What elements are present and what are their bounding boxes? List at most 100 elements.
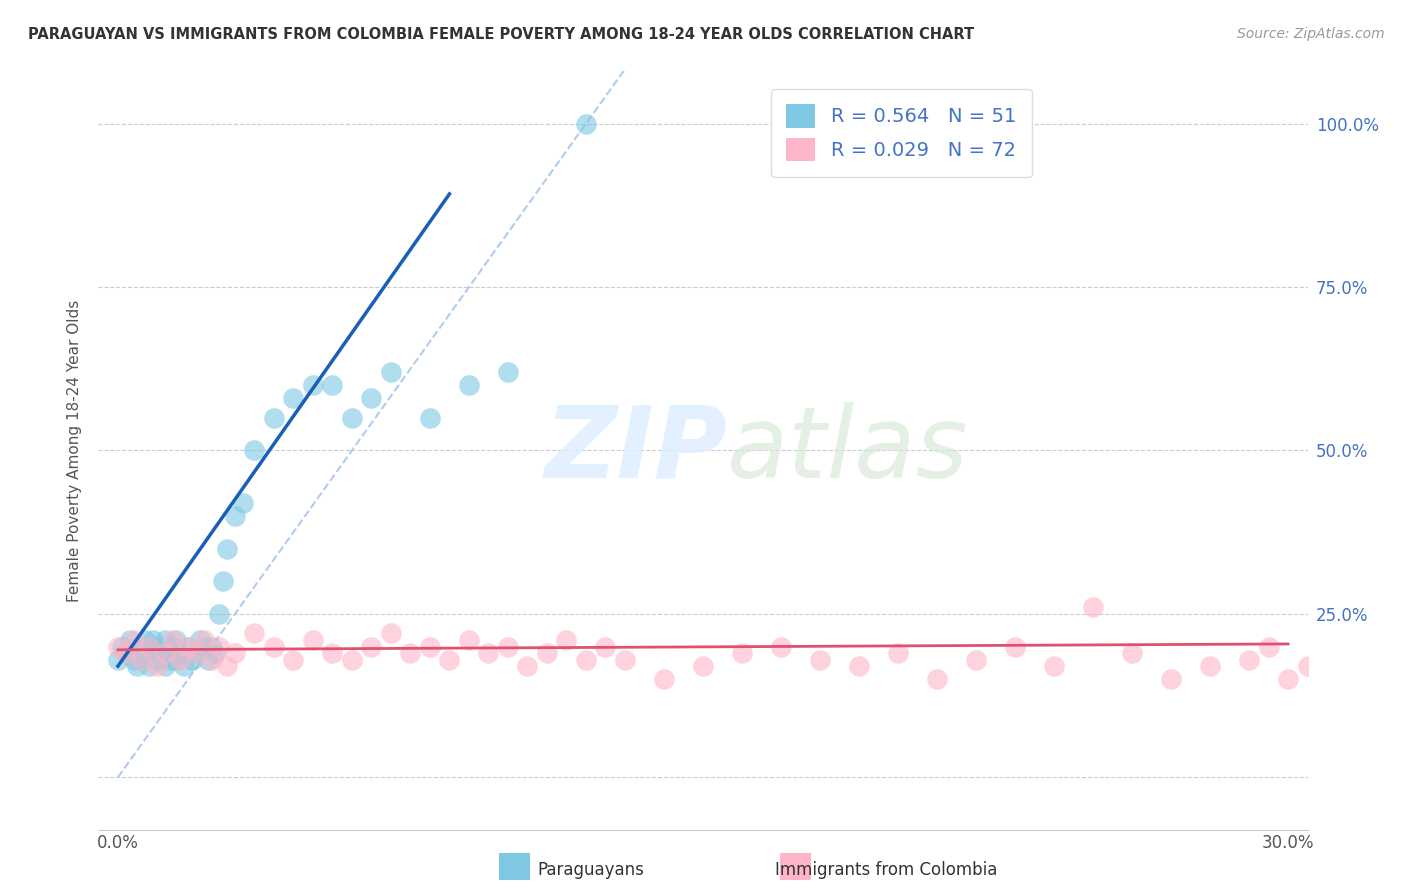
Point — [146, 659, 169, 673]
Point — [439, 652, 461, 666]
Point — [536, 646, 558, 660]
Point — [131, 652, 153, 666]
Point — [243, 626, 266, 640]
Point — [283, 652, 305, 666]
Point — [1043, 659, 1066, 673]
Point — [458, 378, 481, 392]
Point — [146, 640, 169, 654]
Point — [111, 640, 134, 654]
Point — [162, 633, 184, 648]
Point — [575, 117, 598, 131]
Point — [138, 659, 160, 673]
Text: atlas: atlas — [727, 402, 969, 499]
Point — [162, 640, 184, 654]
Point — [138, 640, 160, 654]
Point — [165, 652, 187, 666]
Point — [224, 508, 246, 523]
Point — [181, 652, 204, 666]
Point — [157, 652, 180, 666]
Point — [263, 640, 285, 654]
Point — [419, 410, 441, 425]
Point — [1199, 659, 1222, 673]
Point — [153, 646, 176, 660]
Point — [925, 672, 948, 686]
Point — [200, 652, 222, 666]
Y-axis label: Female Poverty Among 18-24 Year Olds: Female Poverty Among 18-24 Year Olds — [67, 300, 83, 601]
Point — [340, 652, 363, 666]
Point — [177, 640, 200, 654]
Point — [177, 640, 200, 654]
Point — [380, 365, 402, 379]
Text: Immigrants from Colombia: Immigrants from Colombia — [775, 861, 997, 879]
Point — [283, 391, 305, 405]
Point — [731, 646, 754, 660]
Point — [208, 640, 231, 654]
Point — [380, 626, 402, 640]
Point — [197, 652, 219, 666]
Point — [153, 633, 176, 648]
Point — [575, 652, 598, 666]
Point — [142, 633, 165, 648]
Point — [652, 672, 675, 686]
Point — [127, 659, 149, 673]
Point — [127, 646, 149, 660]
Point — [399, 646, 422, 660]
Point — [458, 633, 481, 648]
Point — [134, 646, 156, 660]
Point — [302, 378, 325, 392]
Point — [212, 574, 235, 589]
Point — [243, 443, 266, 458]
Point — [138, 640, 160, 654]
Point — [204, 646, 226, 660]
Point — [1355, 652, 1378, 666]
Point — [692, 659, 714, 673]
Point — [1277, 672, 1299, 686]
Point — [114, 646, 136, 660]
Point — [1257, 640, 1279, 654]
Point — [516, 659, 538, 673]
Point — [169, 652, 191, 666]
Point — [184, 646, 207, 660]
Point — [107, 640, 129, 654]
Point — [496, 640, 519, 654]
Point — [477, 646, 499, 660]
Text: PARAGUAYAN VS IMMIGRANTS FROM COLOMBIA FEMALE POVERTY AMONG 18-24 YEAR OLDS CORR: PARAGUAYAN VS IMMIGRANTS FROM COLOMBIA F… — [28, 27, 974, 42]
Point — [1374, 672, 1396, 686]
Point — [232, 496, 254, 510]
Point — [1160, 672, 1182, 686]
Point — [965, 652, 987, 666]
Point — [1336, 665, 1358, 680]
Point — [193, 640, 215, 654]
Point — [169, 646, 191, 660]
Point — [321, 378, 343, 392]
Point — [131, 640, 153, 654]
Point — [769, 640, 792, 654]
Point — [1237, 652, 1260, 666]
Point — [134, 633, 156, 648]
Point — [321, 646, 343, 660]
Text: Paraguayans: Paraguayans — [537, 861, 644, 879]
Legend: R = 0.564   N = 51, R = 0.029   N = 72: R = 0.564 N = 51, R = 0.029 N = 72 — [770, 88, 1032, 177]
Text: ZIP: ZIP — [544, 402, 727, 499]
Point — [107, 652, 129, 666]
Point — [217, 541, 239, 556]
Point — [193, 633, 215, 648]
Point — [1316, 679, 1339, 693]
Point — [496, 365, 519, 379]
Point — [1296, 659, 1319, 673]
Point — [1393, 659, 1406, 673]
Text: Source: ZipAtlas.com: Source: ZipAtlas.com — [1237, 27, 1385, 41]
Point — [419, 640, 441, 654]
Point — [217, 659, 239, 673]
Point — [208, 607, 231, 621]
Point — [1004, 640, 1026, 654]
Point — [122, 633, 145, 648]
Point — [153, 659, 176, 673]
Point — [360, 640, 382, 654]
Point — [614, 652, 637, 666]
Point — [118, 633, 141, 648]
Point — [302, 633, 325, 648]
Point — [555, 633, 578, 648]
Point — [173, 659, 195, 673]
Point — [224, 646, 246, 660]
